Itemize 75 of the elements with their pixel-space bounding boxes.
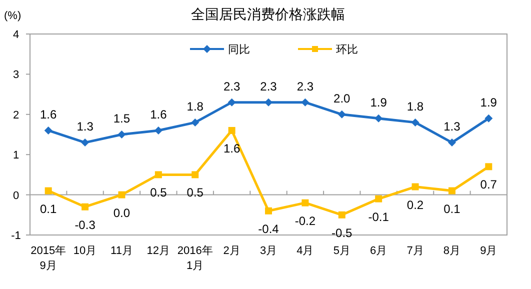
data-label: 2.3 [223, 79, 240, 94]
point [154, 171, 162, 178]
data-label: 1.6 [150, 107, 168, 122]
point [154, 126, 162, 134]
data-label: 0.7 [480, 178, 498, 192]
y-tick-label: 0 [12, 190, 20, 202]
data-label: 1.3 [76, 120, 94, 134]
point [412, 183, 419, 190]
data-label: -0.2 [294, 214, 316, 228]
point [302, 199, 309, 206]
data-label: 0.1 [444, 202, 461, 216]
data-label: 1.9 [370, 95, 388, 110]
data-label: 1.9 [480, 95, 498, 110]
point [448, 187, 456, 194]
point [82, 203, 89, 210]
legend-label: 环比 [336, 43, 358, 56]
data-label: 0.2 [406, 198, 424, 212]
data-label: 1.5 [113, 112, 130, 126]
point [228, 126, 236, 134]
x-tick-label: 5月 [333, 245, 350, 257]
point [264, 98, 272, 106]
point [44, 187, 52, 194]
point [411, 118, 420, 126]
point [375, 195, 382, 202]
x-tick-label: 2016年 1月 [177, 245, 213, 272]
data-label: 1.8 [406, 99, 424, 114]
y-tick-label: 3 [12, 69, 20, 82]
y-tick-label: 4 [12, 29, 20, 41]
data-label: 1.8 [186, 99, 204, 114]
y-tick-label: -1 [11, 230, 21, 242]
x-tick-label: 3月 [260, 245, 278, 257]
x-tick-label: 2月 [223, 245, 240, 257]
x-tick-label: 12月 [146, 245, 170, 257]
point [338, 110, 346, 118]
x-tick-label: 8月 [443, 245, 461, 257]
x-tick-label: 9月 [480, 245, 498, 257]
point [301, 98, 310, 106]
point [228, 98, 236, 106]
point [338, 211, 346, 218]
point [192, 171, 199, 178]
data-label: 2.0 [334, 91, 351, 106]
y-tick-label: 1 [12, 150, 20, 162]
x-tick-label: 10月 [73, 245, 97, 257]
data-label: 0.5 [186, 186, 204, 200]
data-label: -0.4 [258, 222, 280, 236]
x-tick-label: 11月 [110, 245, 133, 257]
x-tick-label: 7月 [406, 245, 424, 257]
data-label: 2.3 [296, 79, 314, 94]
data-label: 0.5 [150, 186, 168, 200]
point [81, 138, 90, 147]
point [191, 118, 200, 126]
point [484, 114, 493, 122]
data-label: -0.5 [332, 226, 353, 240]
data-label: -0.3 [74, 218, 96, 232]
title: 全国居民消费价格涨跌幅 [191, 6, 345, 22]
point [374, 114, 383, 122]
data-label: 1.6 [40, 107, 58, 122]
x-tick-label: 2015年 9月 [30, 245, 66, 272]
point [44, 126, 52, 134]
point [485, 163, 492, 170]
legend-label: 同比 [228, 43, 250, 56]
point [118, 130, 126, 138]
data-label: 0.1 [40, 202, 58, 216]
point [448, 138, 456, 147]
y-tick-label: 2 [12, 109, 20, 122]
data-label: -0.1 [368, 210, 390, 224]
x-tick-label: 6月 [370, 245, 388, 257]
data-label: 0.0 [113, 206, 130, 220]
data-label: 1.3 [444, 120, 461, 134]
data-label: 2.3 [260, 79, 278, 94]
x-tick-label: 4月 [296, 245, 314, 257]
point [265, 207, 272, 214]
point [118, 191, 126, 198]
data-label: 1.6 [223, 141, 240, 156]
y-axis-title: (%) [4, 10, 22, 22]
